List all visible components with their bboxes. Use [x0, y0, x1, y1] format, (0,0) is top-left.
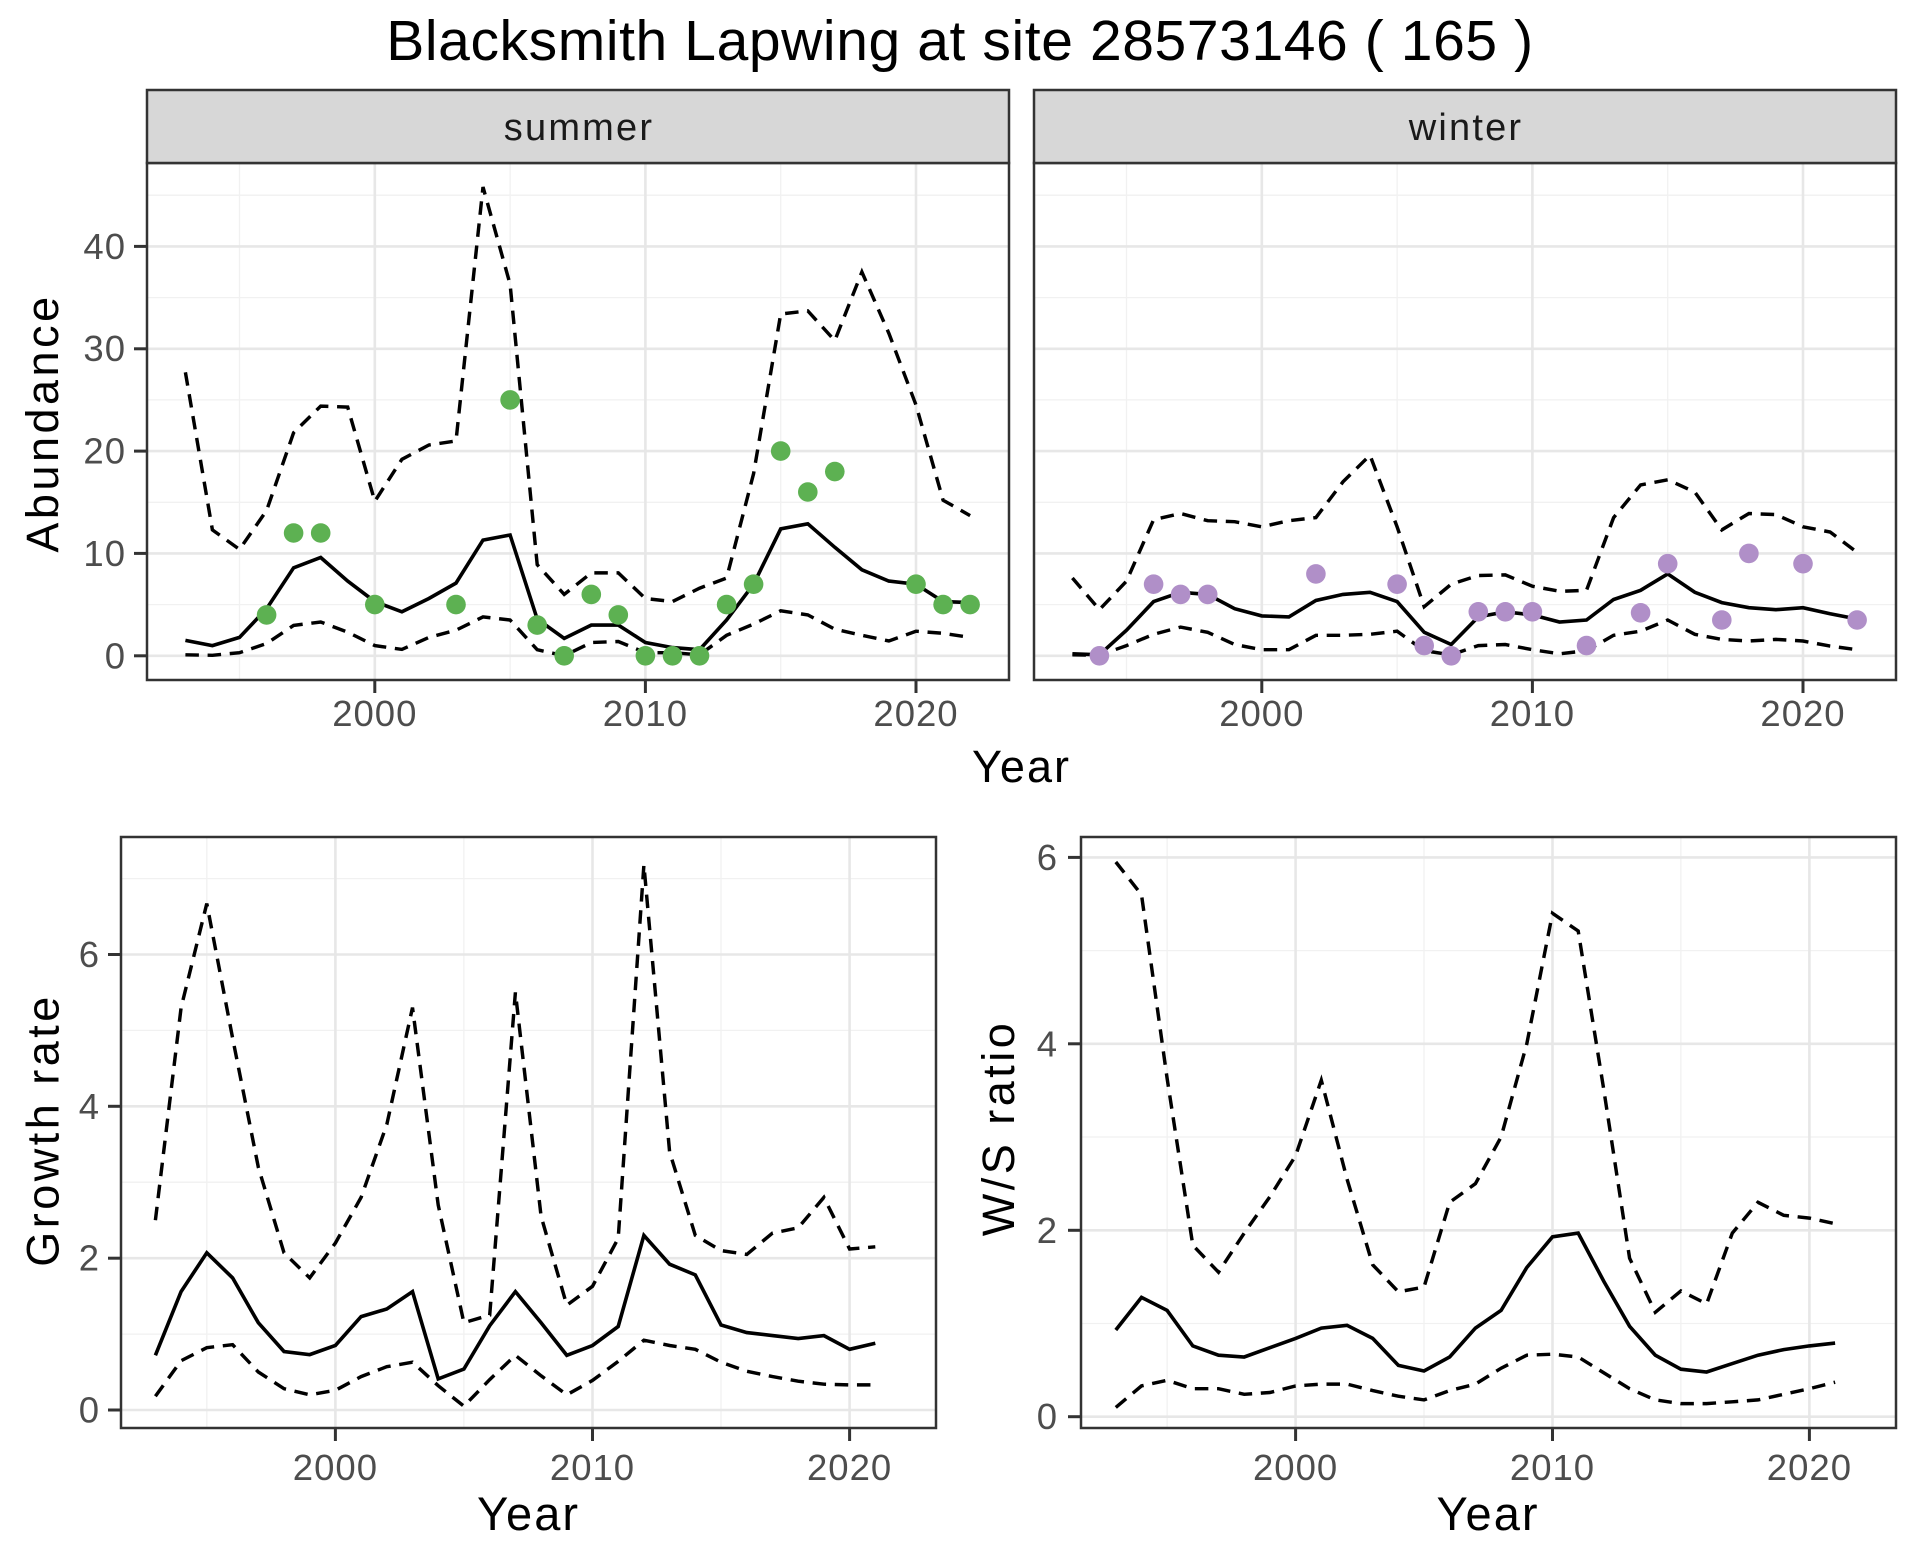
svg-text:2010: 2010 — [550, 1447, 635, 1488]
svg-text:0: 0 — [79, 1390, 100, 1431]
svg-text:0: 0 — [105, 635, 126, 676]
svg-text:Blacksmith Lapwing at site 285: Blacksmith Lapwing at site 28573146 ( 16… — [386, 9, 1533, 73]
svg-text:4: 4 — [1037, 1023, 1058, 1064]
svg-text:4: 4 — [79, 1086, 100, 1127]
svg-text:6: 6 — [79, 934, 100, 975]
svg-text:2010: 2010 — [1510, 1447, 1595, 1488]
svg-text:40: 40 — [83, 226, 126, 267]
svg-text:6: 6 — [1037, 837, 1058, 878]
svg-text:30: 30 — [83, 328, 126, 369]
svg-text:Growth rate: Growth rate — [18, 993, 69, 1267]
svg-text:0: 0 — [1037, 1396, 1058, 1437]
svg-text:2: 2 — [79, 1238, 100, 1279]
svg-text:2000: 2000 — [1253, 1447, 1338, 1488]
svg-text:2: 2 — [1037, 1210, 1058, 1251]
svg-text:10: 10 — [83, 533, 126, 574]
svg-text:Abundance: Abundance — [17, 293, 68, 552]
svg-text:Year: Year — [972, 741, 1071, 792]
svg-text:W/S ratio: W/S ratio — [973, 1020, 1024, 1237]
svg-text:2000: 2000 — [293, 1447, 378, 1488]
svg-text:2020: 2020 — [873, 693, 958, 734]
svg-text:summer: summer — [504, 107, 654, 149]
svg-text:2020: 2020 — [807, 1447, 892, 1488]
svg-text:winter: winter — [1408, 107, 1524, 149]
svg-text:2010: 2010 — [603, 693, 688, 734]
svg-text:Year: Year — [477, 1487, 580, 1540]
svg-text:Year: Year — [1437, 1487, 1540, 1540]
svg-text:2000: 2000 — [332, 693, 417, 734]
svg-text:2020: 2020 — [1767, 1447, 1852, 1488]
svg-text:2010: 2010 — [1490, 693, 1575, 734]
svg-text:20: 20 — [83, 431, 126, 472]
svg-text:2000: 2000 — [1219, 693, 1304, 734]
svg-text:2020: 2020 — [1760, 693, 1845, 734]
